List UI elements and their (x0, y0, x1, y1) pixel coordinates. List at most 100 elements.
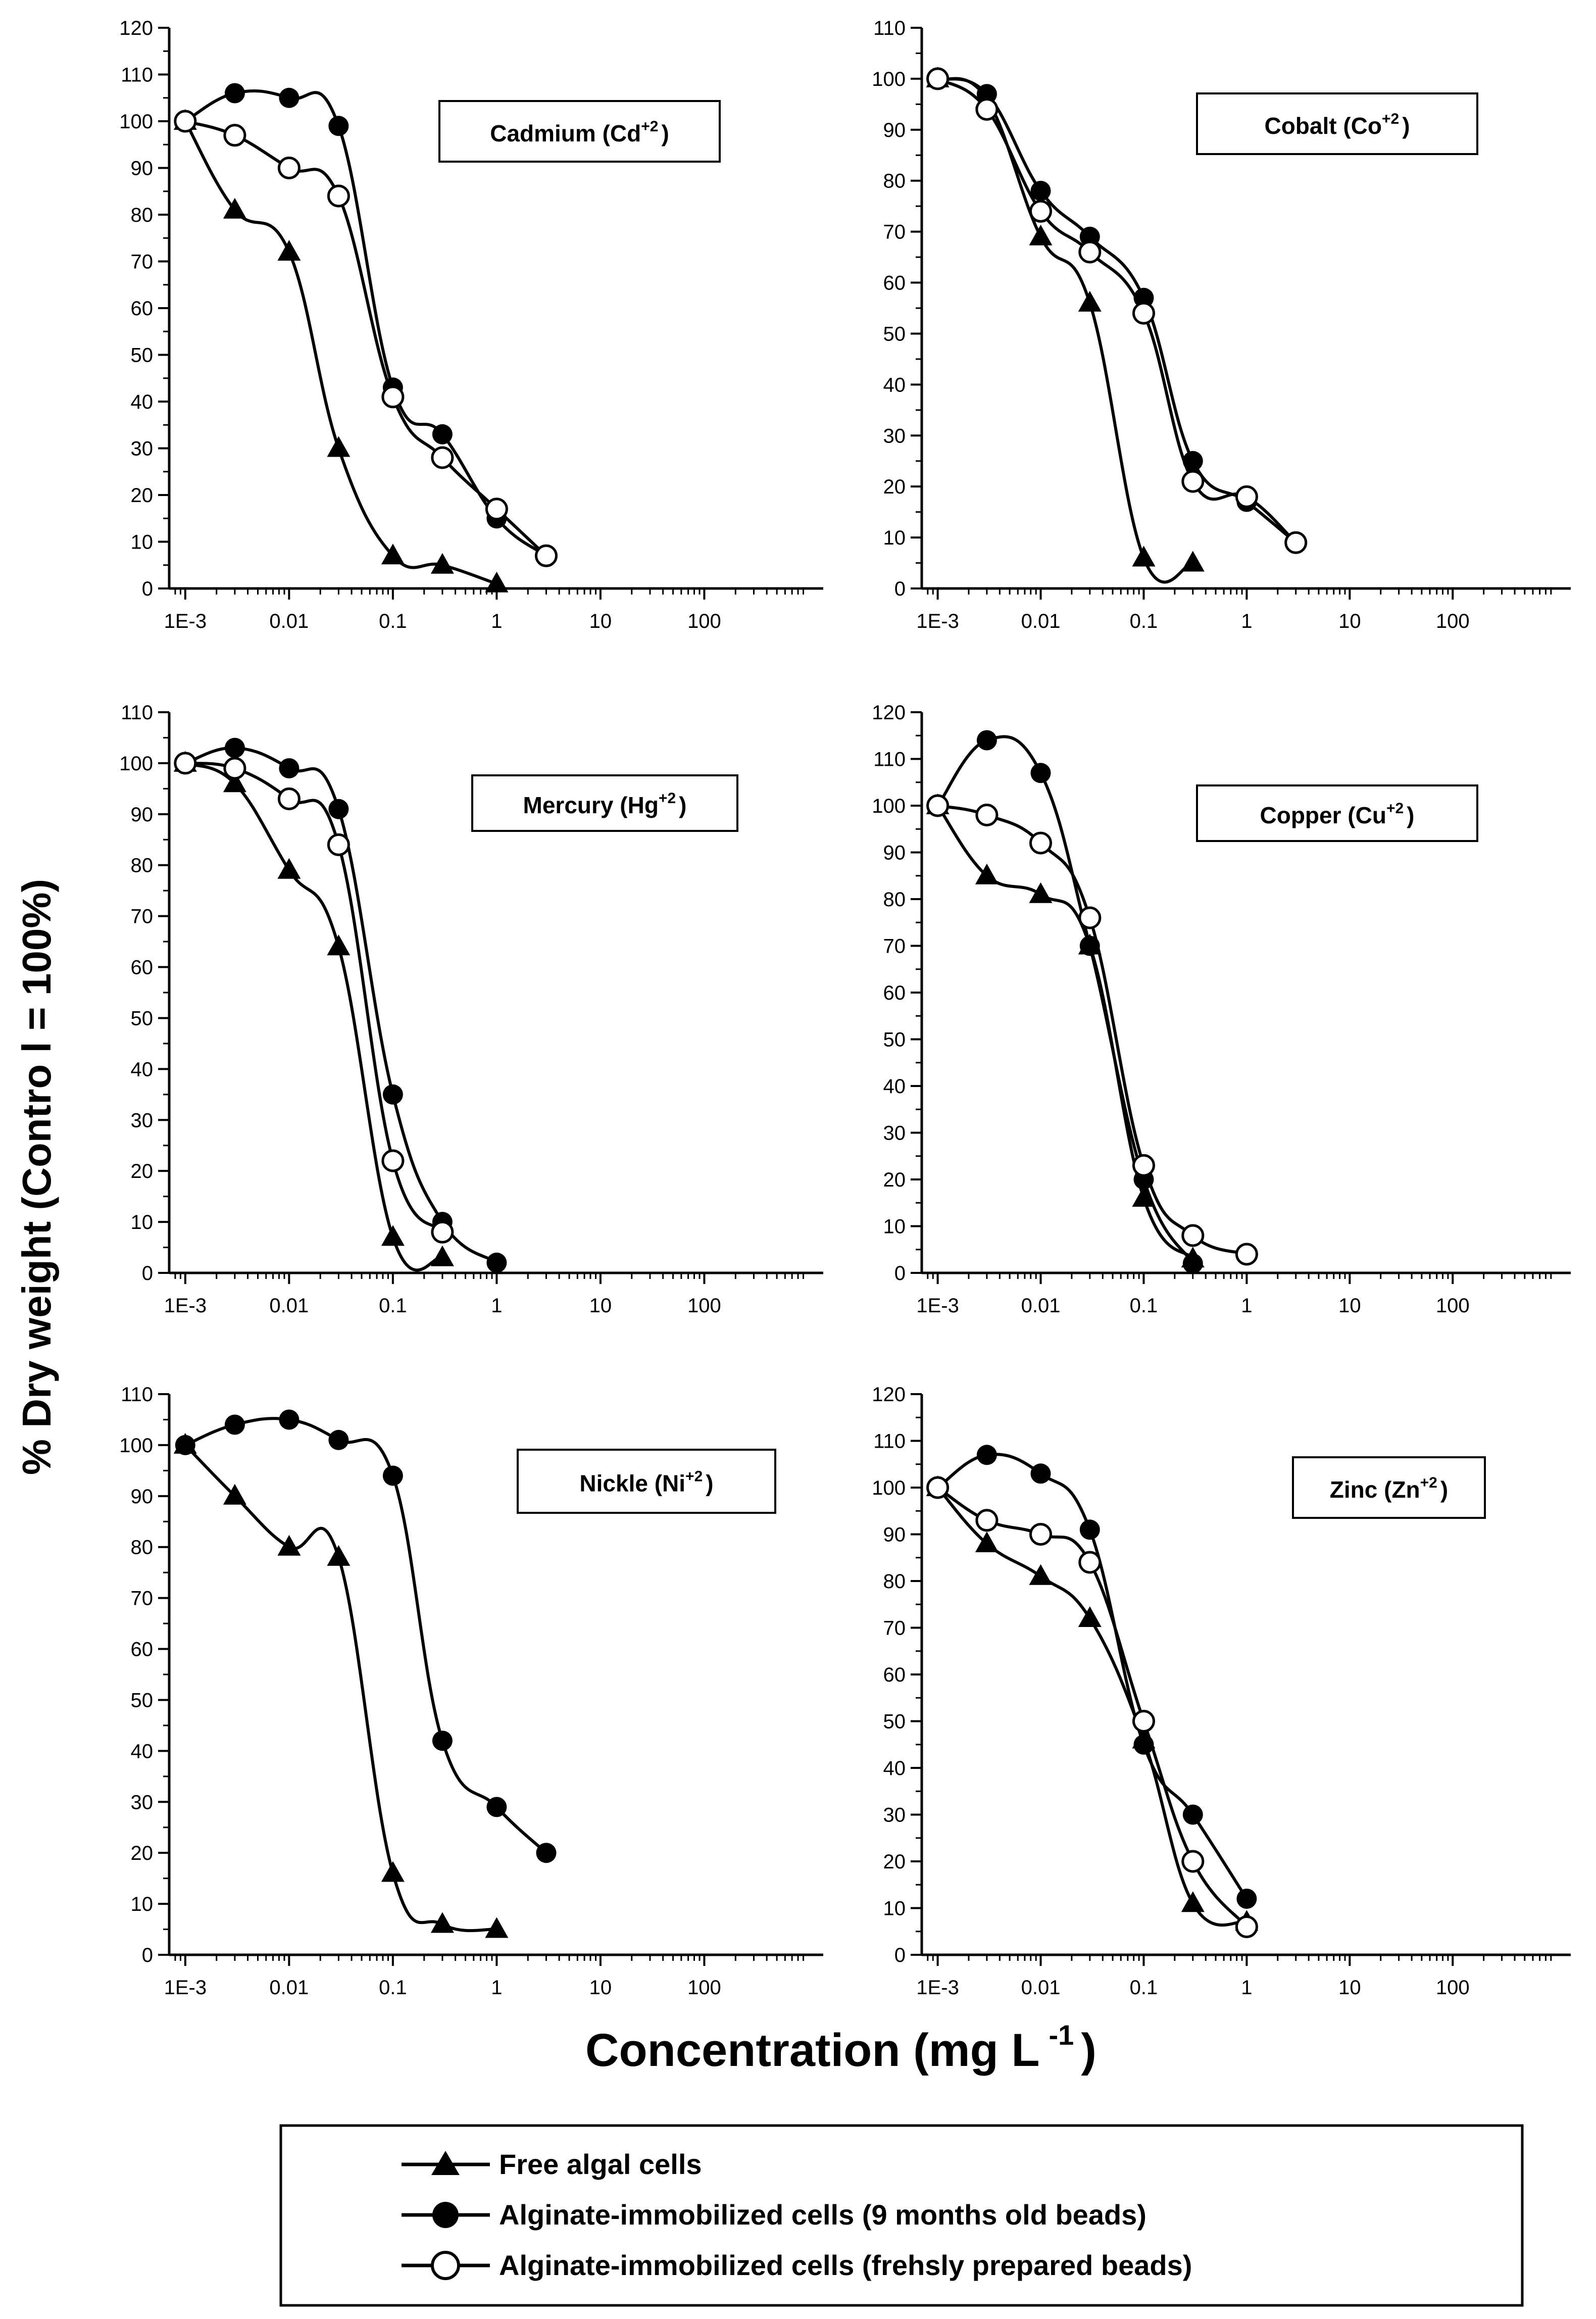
panel-3-series-2-open-marker (1029, 831, 1052, 855)
panel-4-series-0-line (184, 1444, 497, 1933)
panel-1-title-end: ) (1402, 113, 1410, 139)
panel-1-x-tick-label: 100 (1436, 610, 1470, 632)
panel-3-series-0-triangle-marker (1132, 1186, 1156, 1207)
panel-3-series-1-filled-marker (1030, 763, 1051, 783)
panel-5-series-2-open-marker (1132, 1710, 1155, 1733)
panel-1-x-tick-label: 0.01 (1021, 610, 1061, 632)
panel-5-y-tick-label: 100 (872, 1477, 906, 1499)
panel-2-y-tick-label: 100 (119, 753, 153, 775)
panel-3-y-tick-label: 40 (883, 1075, 906, 1098)
panel-5-y-tick-label: 90 (883, 1524, 906, 1546)
panel-0-title-sup: +2 (641, 118, 658, 135)
panel-3-y-tick-label: 110 (873, 749, 906, 771)
panel-1-series-0-triangle-marker (1132, 546, 1156, 567)
panel-5-y-tick-label: 20 (883, 1851, 906, 1873)
panel-1-series-2-open-marker (1132, 302, 1155, 325)
panel-5-title-box (1292, 1456, 1486, 1519)
panel-2-series-2-open-marker (381, 1149, 405, 1172)
panel-0-series-1-filled-marker (224, 83, 245, 104)
panel-3-title: Copper (Cu+2) (1260, 800, 1415, 828)
panel-4-y-tick-label: 20 (131, 1842, 154, 1864)
panel-2-series-2-open-marker (174, 752, 197, 775)
panel-1-y-tick-label: 10 (883, 527, 906, 549)
panel-2-y-tick-label: 20 (131, 1160, 154, 1182)
panel-4-title-sup: +2 (685, 1468, 703, 1485)
legend-label-old-beads: Alginate-immobilized cells (9 months old… (499, 2199, 1146, 2231)
legend-entry-old-beads: Alginate-immobilized cells (9 months old… (402, 2199, 1146, 2231)
panel-2-series-0-triangle-marker (327, 934, 351, 956)
panel-3-x-tick-label: 1E-3 (916, 1295, 959, 1317)
panel-0-x-tick-label: 10 (589, 610, 612, 632)
legend-marker-filled-circle-icon (432, 2202, 459, 2228)
panel-1-y-tick-label: 50 (883, 323, 906, 345)
panel-1-series-2-open-marker (1078, 240, 1102, 264)
panel-3-series-1 (927, 730, 1203, 1274)
panel-1-title-sup: +2 (1382, 111, 1399, 127)
panel-3-series-1-filled-marker (976, 730, 997, 751)
panel-0-y-tick-label: 10 (131, 531, 154, 554)
panel-3-x-tick-label: 0.01 (1021, 1295, 1061, 1317)
panel-1-series-1-filled-marker (1030, 180, 1051, 201)
panel-2-series-2-open-marker (277, 787, 301, 810)
panel-0-series-2 (174, 110, 558, 567)
panel-0-series-0-triangle-marker (277, 240, 301, 261)
panel-2-title-main: Mercury (Hg (523, 792, 659, 818)
panel-4-x-tick-label: 10 (589, 1977, 612, 1999)
panel-0-y-tick-label: 60 (131, 298, 154, 320)
panel-3-title-end: ) (1407, 802, 1414, 828)
panel-1-series-2-open-marker (1284, 531, 1308, 554)
panel-2-series-1-filled-marker (486, 1252, 507, 1273)
panel-0-series-1-filled-marker (328, 116, 349, 136)
panel-5-title-end: ) (1440, 1476, 1448, 1503)
panel-0-x-tick-label: 0.01 (269, 610, 309, 632)
panel-3-series-2-open-marker (1132, 1154, 1155, 1177)
panel-4-series-1-line (184, 1417, 547, 1854)
panel-5-x-tick-label: 1E-3 (916, 1977, 959, 1999)
panel-2-series-0-triangle-marker (430, 1245, 454, 1266)
panel-5-series-2-open-marker (975, 1509, 999, 1532)
panel-5-series-0-triangle-marker (1181, 1891, 1205, 1912)
panel-0-y-tick-label: 80 (131, 204, 154, 226)
panel-3-y-tick-label: 70 (883, 935, 906, 958)
panel-2-series-1-filled-marker (224, 737, 245, 758)
panel-5-x-tick-label: 1 (1241, 1977, 1252, 1999)
panel-4-series-0-triangle-marker (327, 1545, 351, 1566)
panel-0-y-tick-label: 0 (142, 578, 153, 600)
panel-3-series-2-open-marker (926, 794, 950, 817)
panel-5-series-1-filled-marker (1079, 1519, 1100, 1540)
panel-2-x-tick-label: 0.1 (379, 1295, 407, 1317)
panel-0-y-tick-label: 50 (131, 344, 154, 367)
panel-0-series-2-open-marker (327, 184, 350, 208)
legend-marker-open-circle-icon (431, 2251, 460, 2280)
panel-2-series-2-open-marker (223, 757, 246, 780)
legend: Free algal cells Alginate-immobilized ce… (279, 2124, 1524, 2307)
panel-4-x-tick-label: 0.01 (269, 1977, 309, 1999)
x-axis-title: Concentration (mg L -1) (585, 2019, 1096, 2076)
panel-2-y-tick-label: 30 (131, 1109, 154, 1131)
panel-0-series-0-triangle-marker (485, 571, 509, 593)
panel-0-y-tick-label: 120 (119, 17, 153, 39)
panel-3-title-sup: +2 (1386, 800, 1404, 817)
panel-3-series-2 (926, 794, 1258, 1266)
panel-5-series-0-triangle-marker (1029, 1564, 1053, 1585)
panel-2-series-0 (173, 751, 454, 1272)
panel-1-x-tick-label: 1 (1241, 610, 1252, 632)
panel-5-y-tick-label: 50 (883, 1711, 906, 1733)
panel-0-series-2-open-marker (485, 498, 508, 521)
panel-2-x-tick-label: 1 (491, 1295, 502, 1317)
panel-5-y-tick-label: 60 (883, 1664, 906, 1686)
panel-5-series-2-open-marker (1235, 1915, 1258, 1938)
panel-4-y-tick-label: 100 (119, 1435, 153, 1457)
panel-4-series-1-filled-marker (486, 1797, 507, 1817)
panel-2-y-tick-label: 10 (131, 1211, 154, 1233)
panel-2-x-tick-label: 100 (687, 1295, 721, 1317)
panel-5-series-0 (926, 1475, 1259, 1931)
panel-0-series-2-open-marker (277, 157, 301, 179)
panel-4-x-tick-label: 100 (687, 1977, 721, 1999)
panel-4-series-1-filled-marker (536, 1843, 557, 1863)
panel-2-y-tick-label: 50 (131, 1007, 154, 1029)
panel-4-series-1-filled-marker (432, 1731, 453, 1751)
panel-4-y-tick-label: 80 (131, 1537, 154, 1559)
